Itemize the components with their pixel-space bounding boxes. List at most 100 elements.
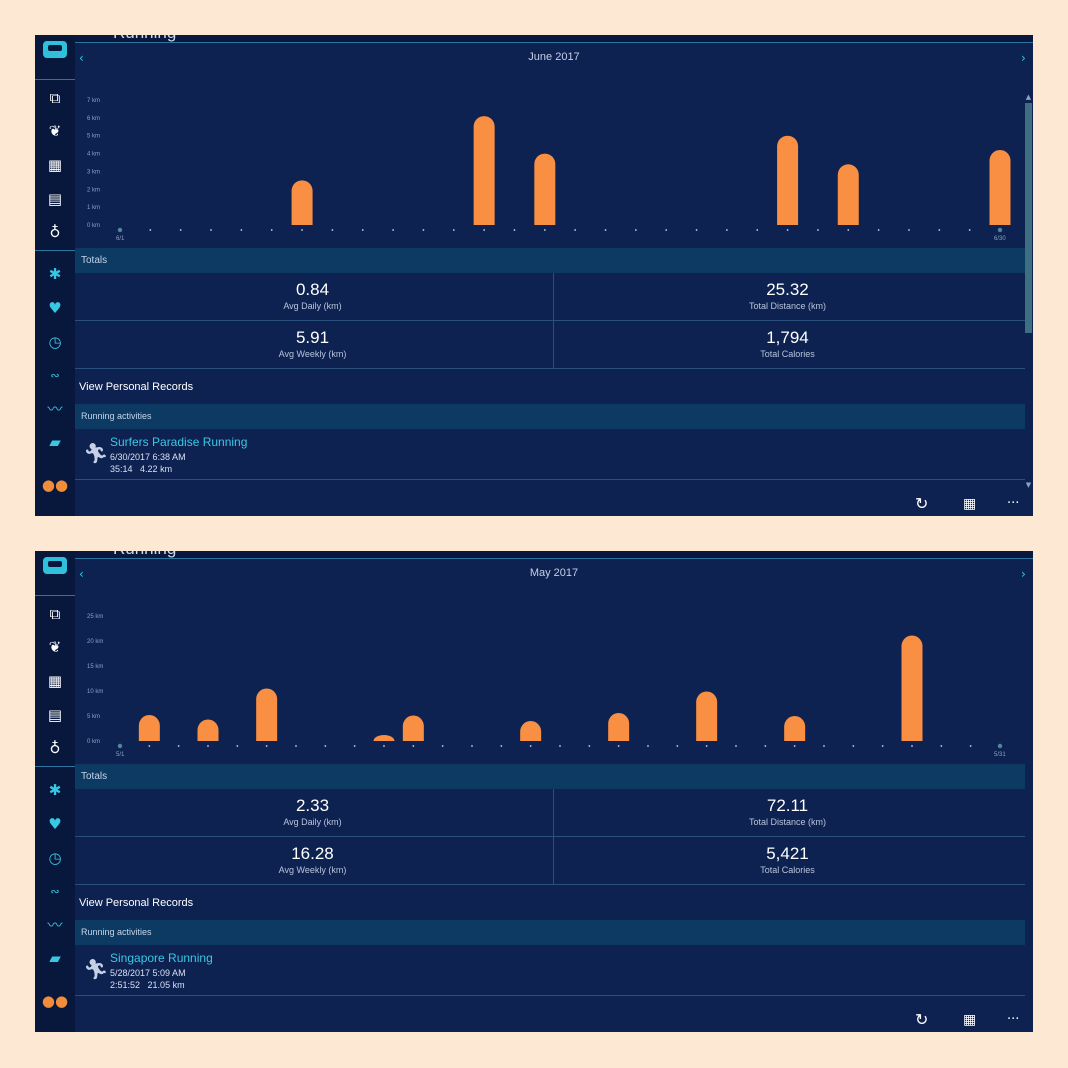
daily-distance-chart: 0 km 5 km 10 km 15 km 20 km 25 km 5/1 5/31 [87, 614, 1006, 758]
day-marker [665, 229, 668, 231]
total-calories-label: Total Calories [760, 349, 815, 359]
y-tick-label: 0 km [87, 739, 100, 745]
view-personal-records-link[interactable]: View Personal Records [79, 381, 194, 393]
daily-distance-bar [696, 691, 718, 741]
stats-divider [75, 836, 1025, 837]
activity-list-item[interactable]: 🏃︎ Surfers Paradise Running 6/30/2017 6:… [75, 431, 1025, 481]
calendar-icon[interactable]: ▦ [47, 156, 63, 174]
activity-duration: 2:51:52 [110, 980, 141, 990]
activity-divider [75, 479, 1025, 480]
daily-distance-bar [402, 715, 424, 741]
lightbulb-icon[interactable]: ♁ [49, 223, 61, 241]
y-tick-label: 6 km [87, 116, 100, 122]
logo-icon[interactable] [43, 557, 67, 574]
more-button[interactable]: ··· [1007, 1012, 1020, 1027]
daily-distance-bar [784, 716, 806, 741]
heart-icon[interactable]: ♥ [48, 299, 62, 317]
next-month-button[interactable]: › [1021, 51, 1026, 65]
avg-weekly-stat: 16.28 Avg Weekly (km) [75, 837, 550, 885]
running-activities-header: Running activities [75, 920, 1025, 945]
daily-distance-bar [837, 164, 859, 225]
avg-weekly-stat: 5.91 Avg Weekly (km) [75, 321, 550, 369]
scrollbar[interactable]: ▲ ▼ [1024, 93, 1033, 493]
day-marker [207, 745, 209, 747]
day-marker [117, 227, 123, 233]
sidebar-divider [35, 250, 75, 251]
avg-daily-label: Avg Daily (km) [283, 301, 342, 311]
total-distance-value: 72.11 [766, 796, 809, 815]
avg-weekly-value: 5.91 [295, 328, 330, 347]
people-icon[interactable]: ●● [41, 476, 69, 494]
totals-header: Totals [75, 248, 1025, 273]
more-button[interactable]: ··· [1007, 496, 1020, 511]
bike-icon[interactable]: ∾ [50, 885, 60, 898]
bike-icon[interactable]: ∾ [50, 369, 60, 382]
refresh-icon[interactable]: ↻ [915, 1010, 929, 1029]
day-marker [911, 745, 913, 747]
people-icon[interactable]: ●● [41, 992, 69, 1010]
activity-distance: 21.05 km [147, 980, 185, 990]
y-tick-label: 7 km [87, 98, 100, 104]
daily-distance-bar [373, 735, 395, 741]
daily-distance-chart: 0 km 1 km 2 km 3 km 4 km 5 km 6 km 7 km 6/1 6/30 [87, 98, 1011, 242]
sidebar-divider [35, 595, 75, 596]
shoe-icon[interactable]: ▰ [49, 433, 61, 451]
stopwatch-icon[interactable]: ◷ [48, 333, 62, 351]
y-tick-label: 20 km [87, 639, 103, 645]
running-panel-may: Running ⧉ ❦ ▦ ▤ ♁ ✱ ♥ ◷ ∾ 〰 ▰ ●● ‹ May 2… [35, 551, 1033, 1032]
windows-icon[interactable]: ⧉ [49, 605, 61, 623]
day-marker [422, 229, 425, 231]
laurel-icon[interactable]: ❦ [48, 638, 62, 656]
scroll-up-arrow[interactable]: ▲ [1025, 93, 1032, 101]
y-tick-label: 1 km [87, 205, 100, 211]
daily-distance-bar [197, 719, 219, 741]
calendar-icon[interactable]: ▦ [47, 672, 63, 690]
scroll-down-arrow[interactable]: ▼ [1025, 481, 1032, 489]
day-marker [938, 229, 941, 231]
day-marker [301, 229, 303, 231]
sidebar: ⧉ ❦ ▦ ▤ ♁ ✱ ♥ ◷ ∾ 〰 ▰ ●● [35, 35, 75, 516]
fitness-icon[interactable]: ✱ [48, 265, 62, 283]
sidebar-divider [35, 79, 75, 80]
next-month-button[interactable]: › [1021, 567, 1026, 581]
total-distance-value: 25.32 [766, 280, 809, 299]
activity-name[interactable]: Singapore Running [110, 951, 213, 965]
fitness-icon[interactable]: ✱ [48, 781, 62, 799]
activity-name[interactable]: Surfers Paradise Running [110, 435, 248, 449]
refresh-icon[interactable]: ↻ [915, 494, 929, 513]
top-strip [35, 35, 1033, 42]
calendar-icon[interactable]: ▦ [963, 1012, 977, 1028]
avg-daily-value: 2.33 [295, 796, 330, 815]
activity-meta: 35:14 4.22 km [110, 464, 172, 474]
day-marker [236, 745, 239, 747]
trend-icon[interactable]: 〰 [47, 400, 63, 418]
previous-month-button[interactable]: ‹ [79, 567, 84, 581]
scroll-thumb[interactable] [1025, 103, 1032, 333]
view-personal-records-link[interactable]: View Personal Records [79, 897, 194, 909]
shoe-icon[interactable]: ▰ [49, 949, 61, 967]
trend-icon[interactable]: 〰 [47, 916, 63, 934]
totals-grid: 0.84 Avg Daily (km) 25.32 Total Distance… [75, 273, 1025, 369]
day-marker [574, 229, 577, 231]
windows-icon[interactable]: ⧉ [49, 89, 61, 107]
day-marker [617, 745, 620, 747]
laurel-icon[interactable]: ❦ [48, 122, 62, 140]
lightbulb-icon[interactable]: ♁ [49, 739, 61, 757]
calendar-icon[interactable]: ▦ [963, 496, 977, 512]
avg-daily-value: 0.84 [295, 280, 330, 299]
news-icon[interactable]: ▤ [47, 706, 63, 724]
day-marker [725, 229, 728, 231]
daily-distance-bar [989, 150, 1011, 225]
heart-icon[interactable]: ♥ [48, 815, 62, 833]
stopwatch-icon[interactable]: ◷ [48, 849, 62, 867]
day-marker [695, 229, 698, 231]
previous-month-button[interactable]: ‹ [79, 51, 84, 65]
daily-distance-bar [520, 721, 542, 741]
activity-list-item[interactable]: 🏃︎ Singapore Running 5/28/2017 5:09 AM 2… [75, 947, 1025, 997]
day-marker [705, 745, 708, 747]
page-title: Running [113, 35, 176, 43]
logo-icon[interactable] [43, 41, 67, 58]
news-icon[interactable]: ▤ [47, 190, 63, 208]
x-end-label: 5/31 [994, 752, 1006, 758]
stats-divider [75, 320, 1025, 321]
